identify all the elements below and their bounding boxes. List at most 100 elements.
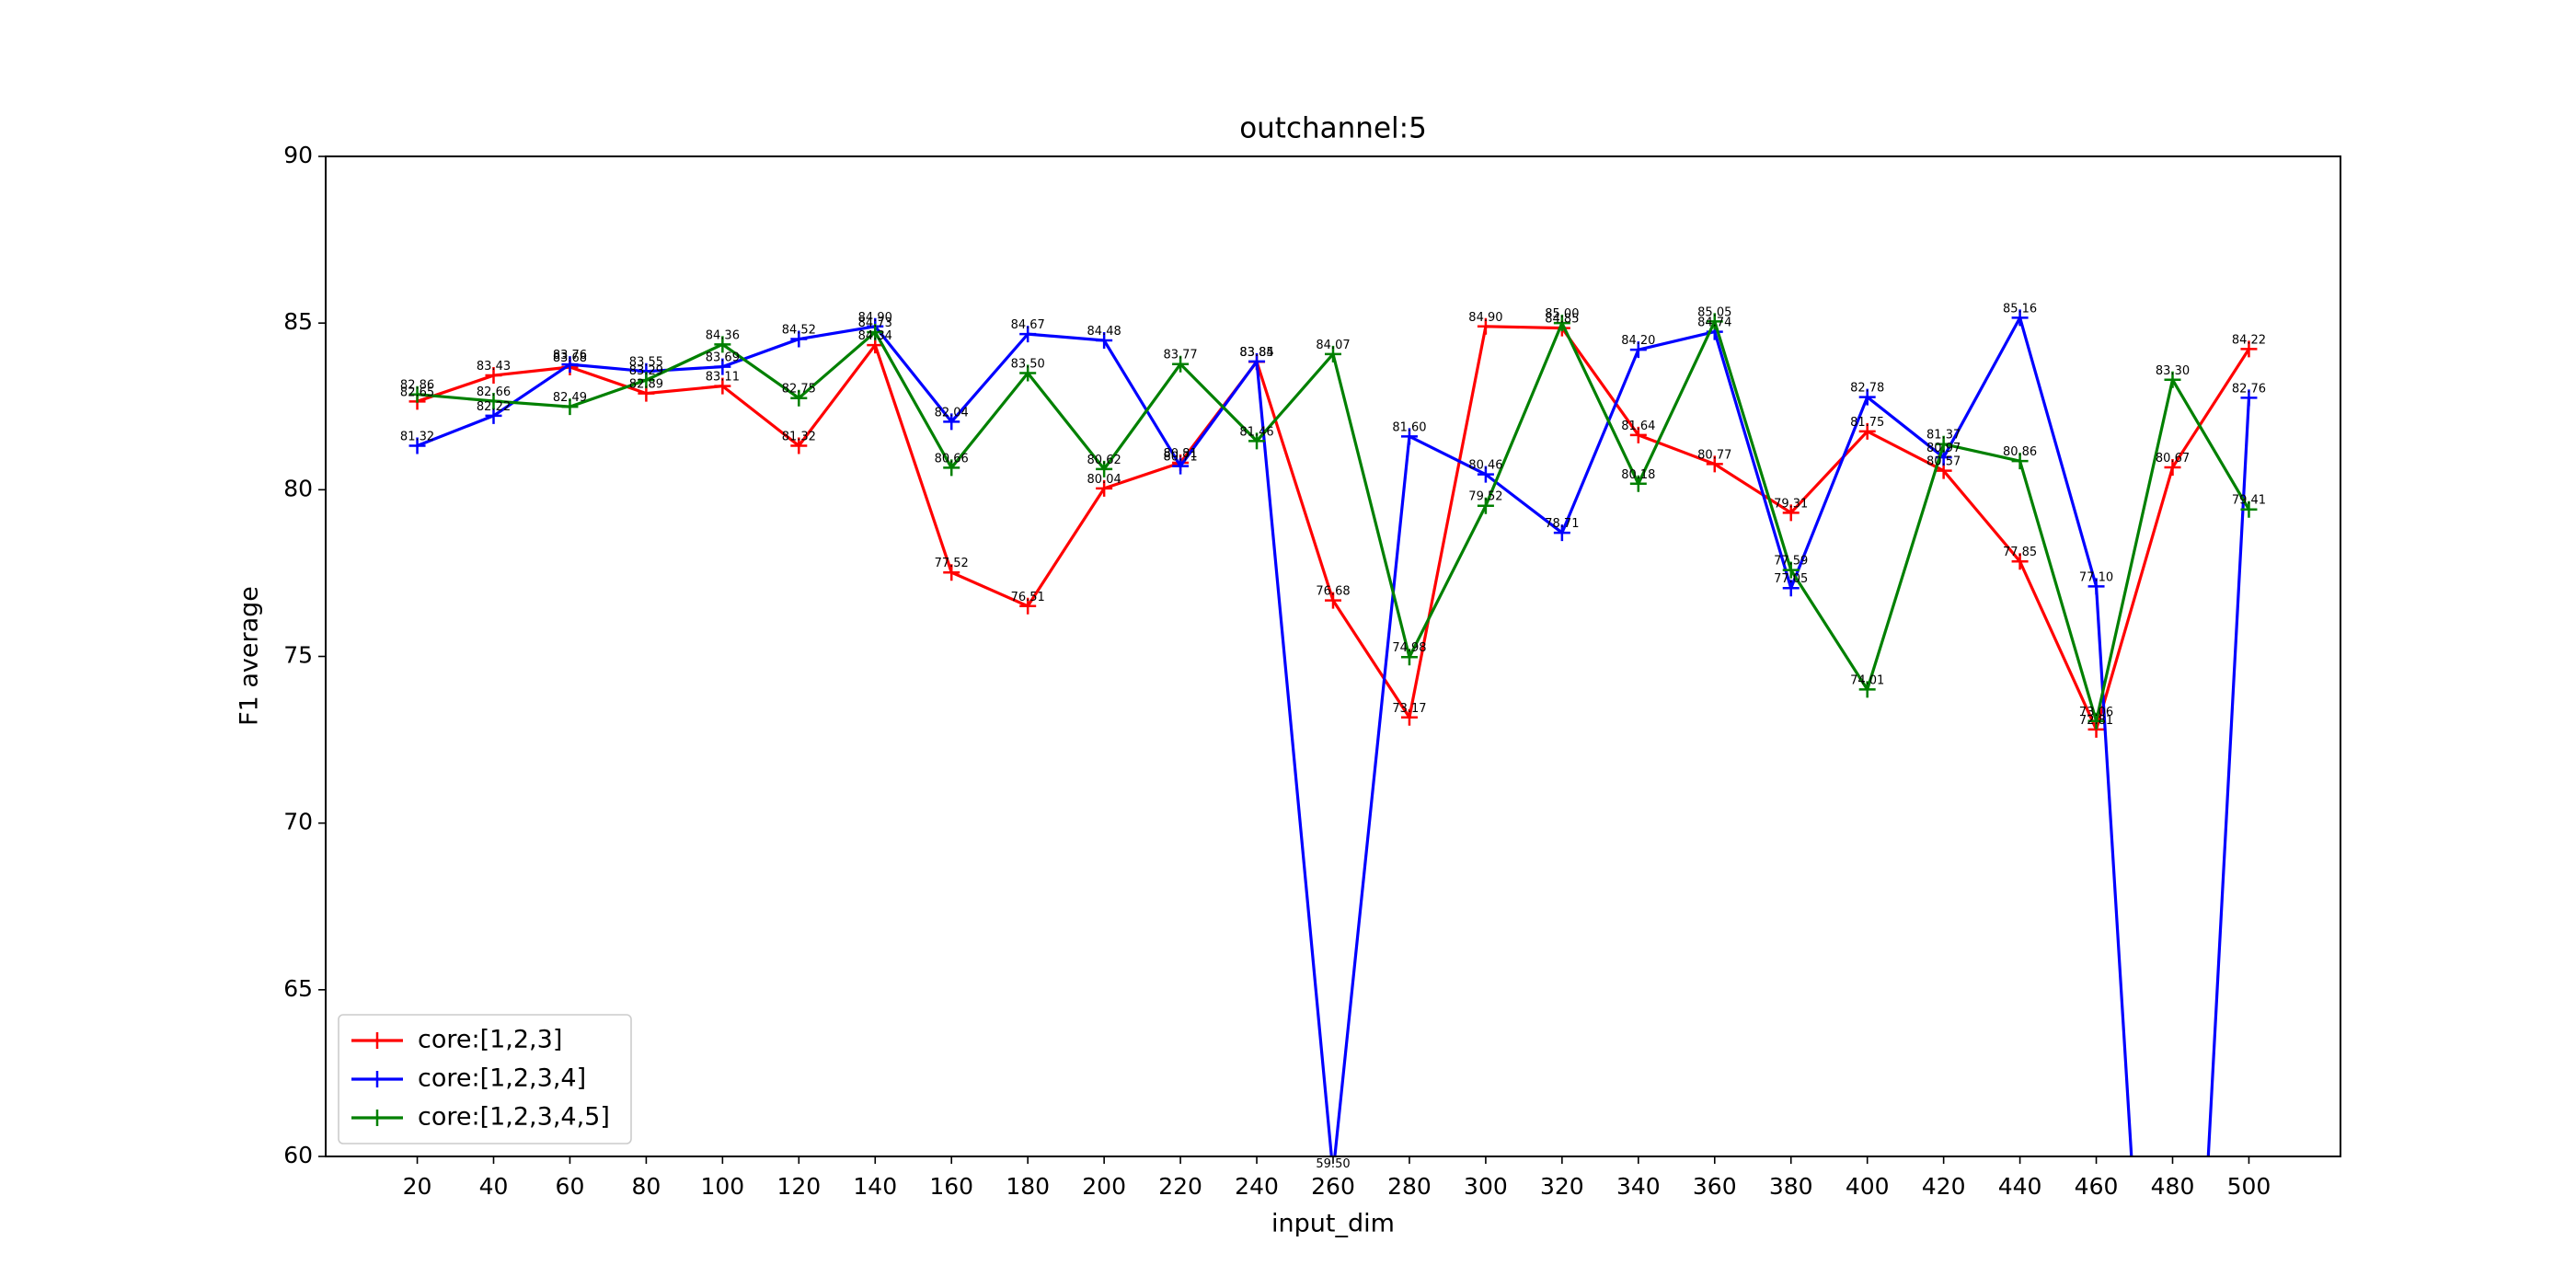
value-label: 84.52 xyxy=(782,324,816,338)
value-label: 73.06 xyxy=(2079,706,2113,719)
value-label: 80.66 xyxy=(935,452,969,466)
value-label: 80.86 xyxy=(2003,445,2037,459)
value-label: 80.97 xyxy=(1926,442,1961,455)
value-label: 80.81 xyxy=(1163,447,1197,461)
marker xyxy=(2011,309,2029,327)
marker xyxy=(1400,708,1418,726)
value-label: 83.29 xyxy=(629,364,663,378)
marker xyxy=(1782,561,1800,579)
marker xyxy=(943,413,960,431)
value-label: 82.75 xyxy=(782,383,816,397)
value-label: 81.37 xyxy=(1926,429,1961,443)
marker xyxy=(1858,388,1876,406)
marker xyxy=(790,389,808,407)
value-label: 80.04 xyxy=(1087,473,1121,487)
value-label: 84.07 xyxy=(1316,339,1350,352)
value-label: 76.51 xyxy=(1011,591,1045,604)
marker xyxy=(1553,524,1570,542)
marker xyxy=(1782,504,1800,522)
value-label: 83.68 xyxy=(553,351,587,365)
legend-marker xyxy=(369,1071,385,1087)
marker xyxy=(790,330,808,348)
marker xyxy=(1248,352,1266,370)
x-tick-label: 40 xyxy=(479,1173,509,1200)
x-tick-label: 20 xyxy=(403,1173,432,1200)
marker xyxy=(943,459,960,477)
series-layer xyxy=(408,309,2258,1156)
value-label: 83.43 xyxy=(477,360,511,374)
value-label: 76.68 xyxy=(1316,585,1350,599)
value-label: 84.34 xyxy=(858,329,892,343)
value-label: 78.71 xyxy=(1545,517,1579,531)
value-label: 85.00 xyxy=(1545,307,1579,321)
x-tick-label: 240 xyxy=(1235,1173,1279,1200)
x-tick-label: 360 xyxy=(1693,1173,1737,1200)
x-tick-label: 480 xyxy=(2151,1173,2195,1200)
x-tick-label: 280 xyxy=(1387,1173,1432,1200)
marker xyxy=(1706,455,1723,473)
marker xyxy=(1400,649,1418,666)
legend-label: core:[1,2,3] xyxy=(418,1026,562,1054)
x-tick-label: 420 xyxy=(1922,1173,1966,1200)
value-label: 83.11 xyxy=(706,371,740,385)
marker xyxy=(638,372,655,389)
axes-frame xyxy=(325,155,2341,1157)
x-tick-label: 160 xyxy=(929,1173,973,1200)
x-tick-label: 320 xyxy=(1540,1173,1584,1200)
x-tick-label: 300 xyxy=(1464,1173,1508,1200)
y-tick-label: 65 xyxy=(283,975,313,1002)
value-label: 81.46 xyxy=(1239,425,1273,439)
value-label: 84.85 xyxy=(1545,313,1579,327)
value-label: 84.90 xyxy=(858,311,892,325)
y-tick-label: 85 xyxy=(283,308,313,335)
value-label: 81.64 xyxy=(1621,420,1655,433)
marker xyxy=(2164,371,2181,388)
value-label: 84.90 xyxy=(1468,311,1502,325)
value-label: 82.76 xyxy=(2232,382,2266,396)
x-tick-label: 140 xyxy=(853,1173,897,1200)
legend-label: core:[1,2,3,4,5] xyxy=(418,1103,610,1132)
marker xyxy=(2240,340,2258,358)
y-tick-label: 60 xyxy=(283,1142,313,1168)
value-label: 73.17 xyxy=(1392,702,1426,716)
value-label: 77.59 xyxy=(1774,555,1808,569)
marker xyxy=(485,392,502,409)
marker xyxy=(561,398,579,416)
marker xyxy=(1172,355,1190,373)
marker xyxy=(1400,428,1418,445)
marker xyxy=(867,323,884,340)
x-tick-label: 180 xyxy=(1006,1173,1050,1200)
marker xyxy=(1248,432,1266,450)
x-tick-label: 200 xyxy=(1082,1173,1126,1200)
legend-box xyxy=(338,1014,632,1144)
marker xyxy=(1477,466,1494,483)
marker xyxy=(1019,597,1037,615)
value-label: 84.36 xyxy=(706,328,740,342)
value-label: 82.66 xyxy=(477,385,511,399)
value-label: 72.81 xyxy=(2079,714,2113,728)
x-tick-label: 60 xyxy=(556,1173,585,1200)
marker xyxy=(1858,422,1876,440)
x-tick-label: 100 xyxy=(701,1173,745,1200)
value-label: 77.10 xyxy=(2079,570,2113,584)
x-tick-label: 80 xyxy=(632,1173,661,1200)
value-label: 84.67 xyxy=(1011,318,1045,332)
marker xyxy=(1935,435,1952,453)
marker xyxy=(1629,426,1647,443)
y-tick-label: 70 xyxy=(283,809,313,835)
marker xyxy=(1096,479,1113,497)
value-label: 83.30 xyxy=(2156,364,2190,378)
marker xyxy=(1553,315,1570,332)
marker xyxy=(408,385,426,403)
x-tick-label: 440 xyxy=(1998,1173,2042,1200)
x-tick-label: 380 xyxy=(1769,1173,1813,1200)
value-label: 83.85 xyxy=(1239,346,1273,360)
value-label: 81.32 xyxy=(782,431,816,444)
x-axis-label: input_dim xyxy=(1271,1210,1395,1238)
marker xyxy=(1096,332,1113,350)
value-label: 84.74 xyxy=(1697,316,1731,330)
value-label: 83.55 xyxy=(629,356,663,370)
value-label: 85.05 xyxy=(1697,305,1731,319)
